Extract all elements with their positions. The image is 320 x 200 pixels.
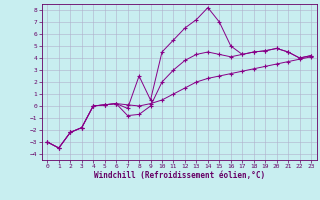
- X-axis label: Windchill (Refroidissement éolien,°C): Windchill (Refroidissement éolien,°C): [94, 171, 265, 180]
